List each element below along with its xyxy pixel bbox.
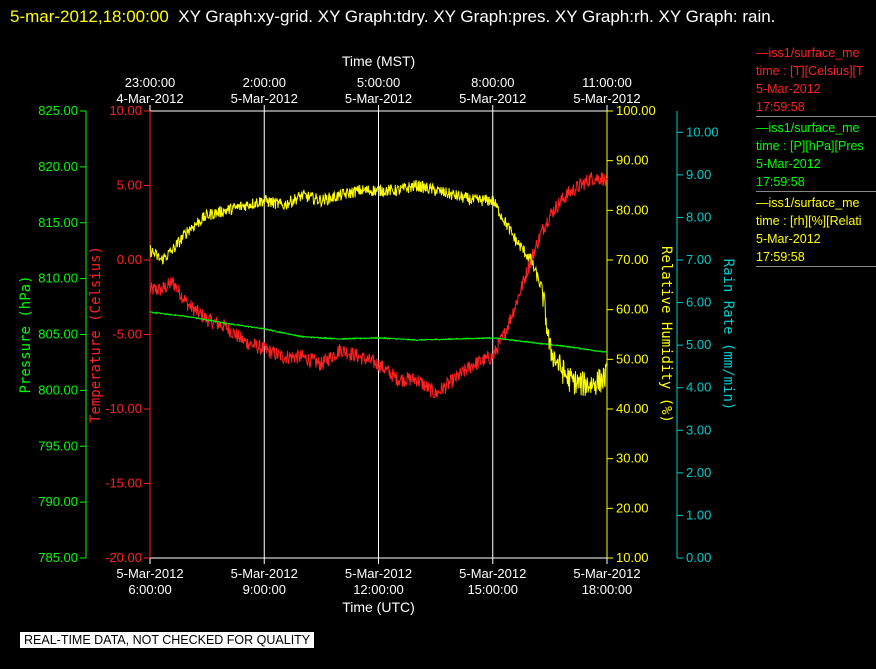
x-top-tick-label-time: 11:00:00 — [582, 75, 632, 90]
rh-axis-label: Relative Humidity (%) — [658, 246, 674, 423]
legend-field: time : [rh][%][Relati — [756, 214, 862, 228]
temperature-axis-label: Temperature (Celsius) — [88, 246, 104, 423]
series-line-pressure — [149, 311, 608, 353]
legend-time: 17:59:58 — [756, 100, 805, 114]
legend-date: 5-Mar-2012 — [756, 157, 821, 171]
rain-tick-label: 6.00 — [686, 295, 711, 310]
legend-name: —iss1/surface_me — [756, 46, 860, 60]
temperature-tick-label: -5.00 — [112, 327, 142, 342]
x-tick-label-date: 5-Mar-2012 — [459, 566, 526, 581]
temperature-tick-label: -10.00 — [105, 401, 142, 416]
rh-tick-label: 30.00 — [616, 451, 649, 466]
x-tick-label-date: 5-Mar-2012 — [231, 566, 298, 581]
series-line-rh — [149, 179, 608, 396]
legend-time: 17:59:58 — [756, 175, 805, 189]
x-tick-label-date: 5-Mar-2012 — [573, 566, 640, 581]
legend-name: —iss1/surface_me — [756, 196, 860, 210]
rain-tick-label: 2.00 — [686, 465, 711, 480]
title-timestamp: 5-mar-2012,18:00:00 — [10, 7, 169, 26]
rh-tick-label: 40.00 — [616, 401, 649, 416]
x-top-tick-label-date: 5-Mar-2012 — [459, 91, 526, 106]
rain-tick-label: 9.00 — [686, 167, 711, 182]
pressure-tick-label: 790.00 — [38, 494, 78, 509]
legend-date: 5-Mar-2012 — [756, 82, 821, 96]
rh-tick-label: 100.00 — [616, 103, 656, 118]
legend-entry-pressure[interactable]: —iss1/surface_me time : [P][hPa][Pres 5-… — [756, 119, 876, 192]
pressure-tick-label: 825.00 — [38, 103, 78, 118]
temperature-tick-label: 5.00 — [117, 178, 142, 193]
legend-name: —iss1/surface_me — [756, 121, 860, 135]
rh-tick-label: 60.00 — [616, 302, 649, 317]
x-tick-label-date: 5-Mar-2012 — [116, 566, 183, 581]
pressure-tick-label: 805.00 — [38, 327, 78, 342]
x-tick-label-date: 5-Mar-2012 — [345, 566, 412, 581]
pressure-tick-label: 800.00 — [38, 382, 78, 397]
graph-title: 5-mar-2012,18:00:00 XY Graph:xy-grid. XY… — [10, 3, 850, 30]
temperature-tick-label: -15.00 — [105, 476, 142, 491]
x-axis-label-utc: Time (UTC) — [342, 599, 415, 615]
quality-warning-badge: REAL-TIME DATA, NOT CHECKED FOR QUALITY — [20, 632, 315, 648]
rain-tick-label: 3.00 — [686, 422, 711, 437]
temperature-tick-label: -20.00 — [105, 550, 142, 565]
rain-tick-label: 1.00 — [686, 507, 711, 522]
rain-tick-label: 8.00 — [686, 209, 711, 224]
rh-tick-label: 80.00 — [616, 202, 649, 217]
rain-tick-label: 0.00 — [686, 550, 711, 565]
x-top-tick-label-time: 2:00:00 — [243, 75, 286, 90]
rh-tick-label: 70.00 — [616, 252, 649, 267]
rh-tick-label: 20.00 — [616, 500, 649, 515]
rain-tick-label: 7.00 — [686, 252, 711, 267]
x-top-tick-label-date: 5-Mar-2012 — [231, 91, 298, 106]
x-top-tick-label-date: 5-Mar-2012 — [345, 91, 412, 106]
pressure-tick-label: 795.00 — [38, 438, 78, 453]
legend-entry-rh[interactable]: —iss1/surface_me time : [rh][%][Relati 5… — [756, 194, 876, 267]
temperature-tick-label: 10.00 — [109, 103, 142, 118]
pressure-tick-label: 785.00 — [38, 550, 78, 565]
x-tick-label-time: 9:00:00 — [243, 582, 286, 597]
x-top-tick-label-date: 5-Mar-2012 — [573, 91, 640, 106]
x-tick-label-time: 18:00:00 — [582, 582, 633, 597]
x-tick-label-time: 15:00:00 — [467, 582, 518, 597]
rain-tick-label: 4.00 — [686, 380, 711, 395]
x-top-tick-label-time: 5:00:00 — [357, 75, 400, 90]
pressure-axis-label: Pressure (hPa) — [18, 275, 34, 393]
legend-field: time : [P][hPa][Pres — [756, 139, 864, 153]
x-tick-label-time: 12:00:00 — [353, 582, 404, 597]
legend-field: time : [T][Celsius][T — [756, 64, 864, 78]
x-top-tick-label-time: 8:00:00 — [471, 75, 514, 90]
rh-tick-label: 90.00 — [616, 153, 649, 168]
legend: —iss1/surface_me time : [T][Celsius][T 5… — [756, 44, 876, 269]
x-top-tick-label-time: 23:00:00 — [125, 75, 176, 90]
rh-tick-label: 10.00 — [616, 550, 649, 565]
pressure-tick-label: 820.00 — [38, 159, 78, 174]
pressure-tick-label: 810.00 — [38, 271, 78, 286]
rh-tick-label: 50.00 — [616, 351, 649, 366]
rain-axis-label: Rain Rate (mm/min) — [720, 259, 736, 411]
legend-entry-temperature[interactable]: —iss1/surface_me time : [T][Celsius][T 5… — [756, 44, 876, 117]
x-axis-label-mst: Time (MST) — [342, 53, 415, 69]
legend-date: 5-Mar-2012 — [756, 232, 821, 246]
x-top-tick-label-date: 4-Mar-2012 — [116, 91, 183, 106]
temperature-tick-label: 0.00 — [117, 252, 142, 267]
rain-tick-label: 10.00 — [686, 124, 719, 139]
x-tick-label-time: 6:00:00 — [128, 582, 171, 597]
pressure-tick-label: 815.00 — [38, 215, 78, 230]
title-text: XY Graph:xy-grid. XY Graph:tdry. XY Grap… — [178, 7, 776, 26]
legend-time: 17:59:58 — [756, 250, 805, 264]
rain-tick-label: 5.00 — [686, 337, 711, 352]
